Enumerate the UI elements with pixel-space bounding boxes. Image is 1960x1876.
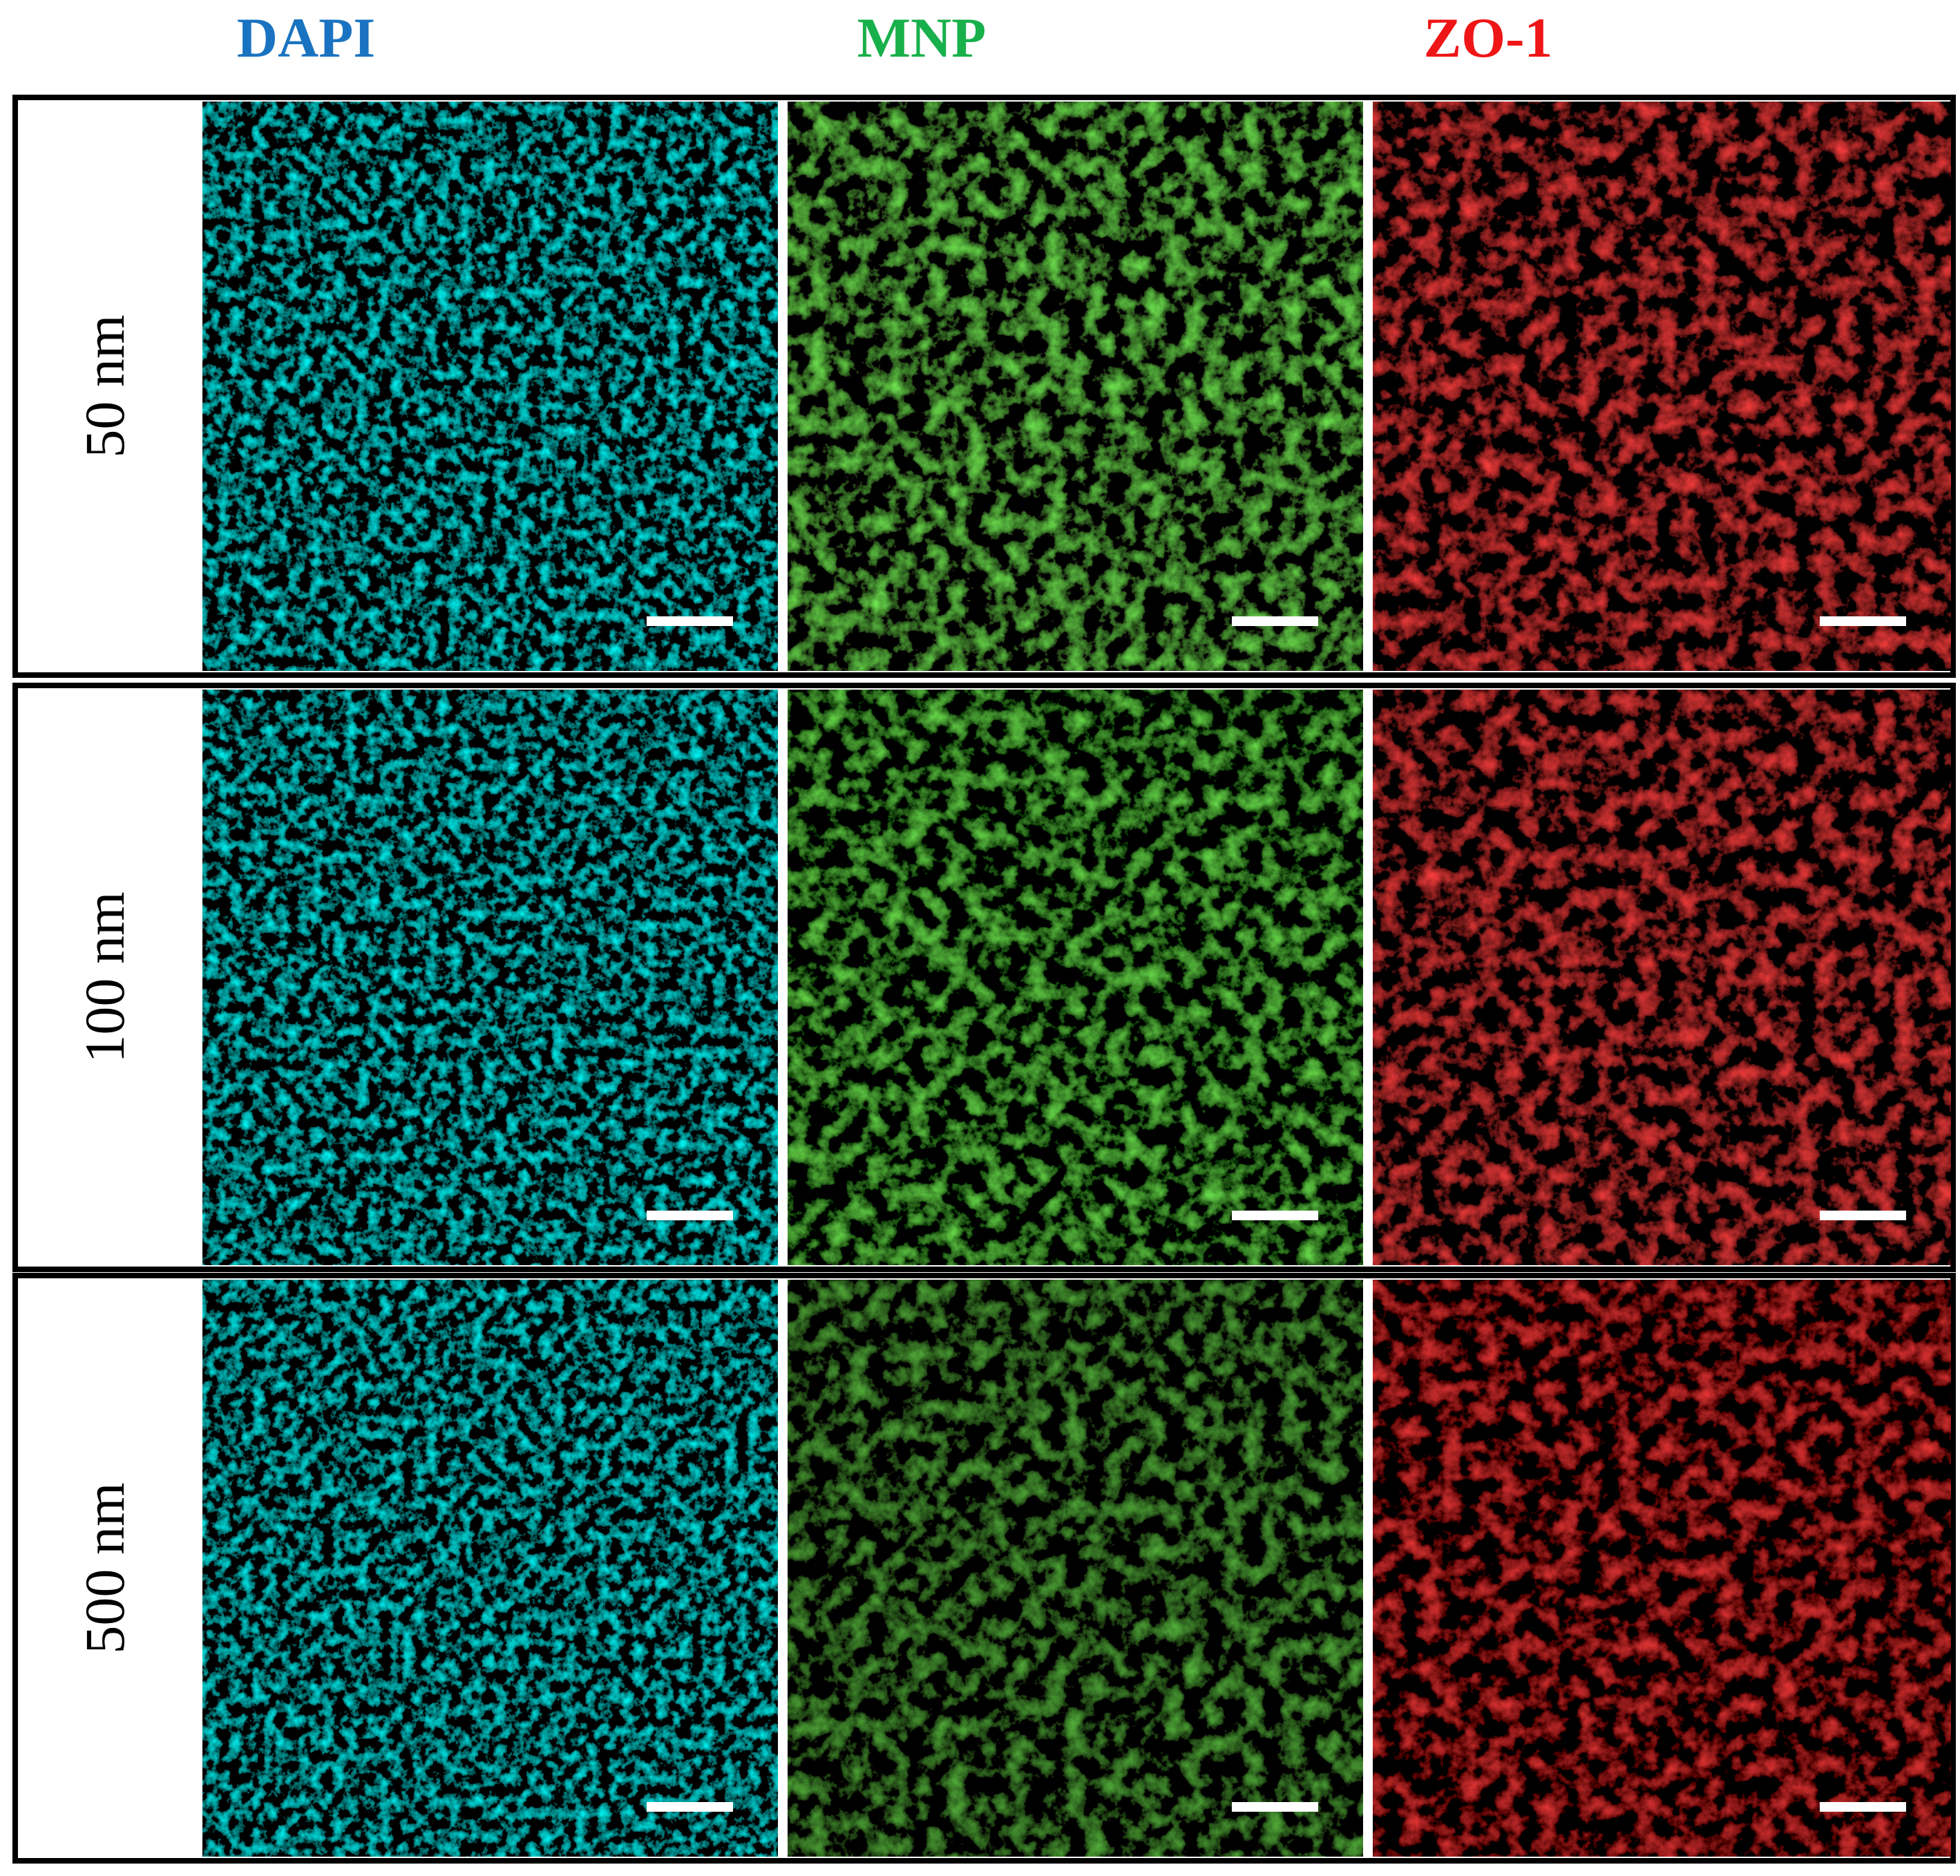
column-header: ZO-1 [1424,6,1553,69]
scale-bar [1820,1802,1906,1812]
micrograph-panel [1373,690,1951,1265]
micrograph-panel [1373,102,1951,671]
scale-bar [1820,1211,1906,1220]
scale-bar [647,1802,733,1812]
scale-bar [1232,1211,1318,1220]
micrograph-panel [788,1280,1363,1857]
scale-bar [1232,616,1318,626]
column-header: MNP [857,6,987,69]
row-label: 500 nm [73,1482,136,1654]
micrograph-panel [202,1280,778,1857]
micrograph-panel [788,690,1363,1265]
micrograph-panel [202,690,778,1265]
micrograph-panel [202,102,778,671]
column-header: DAPI [237,6,375,69]
row-label: 100 nm [73,891,136,1063]
scale-bar [647,1211,733,1220]
row-label: 50 nm [73,314,136,457]
micrograph-panel [788,102,1363,671]
micrograph-panel [1373,1280,1951,1857]
scale-bar [647,616,733,626]
scale-bar [1232,1802,1318,1812]
scale-bar [1820,616,1906,626]
